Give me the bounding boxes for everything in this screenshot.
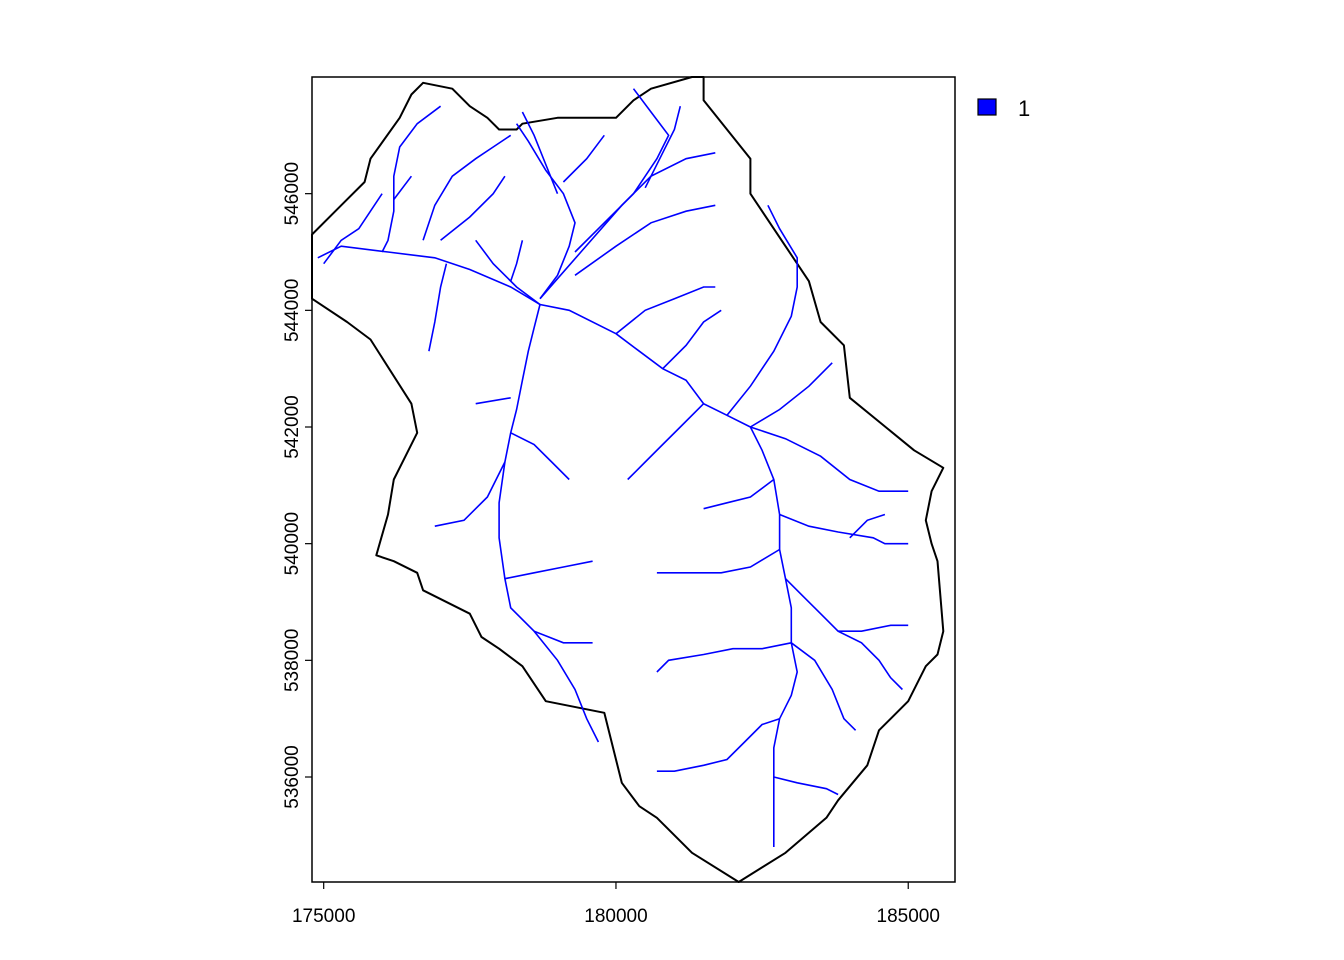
y-tick-label: 546000 xyxy=(282,162,303,225)
stream-segment-28 xyxy=(504,560,593,580)
stream-segment-3 xyxy=(393,175,413,200)
stream-segment-4 xyxy=(440,175,506,241)
y-tick-label: 542000 xyxy=(282,395,303,458)
stream-segment-13 xyxy=(539,152,716,300)
stream-segment-22 xyxy=(749,362,833,428)
x-tick-label: 175000 xyxy=(292,906,355,927)
legend-label: 1 xyxy=(1018,96,1030,121)
stream-segment-34 xyxy=(838,624,909,633)
stream-segment-27 xyxy=(475,397,511,405)
stream-segment-35 xyxy=(656,642,792,673)
stream-segment-26 xyxy=(434,461,506,527)
stream-segment-33 xyxy=(784,578,903,691)
y-tick-label: 544000 xyxy=(282,279,303,342)
stream-segment-32 xyxy=(656,548,781,574)
stream-segment-10 xyxy=(515,123,576,300)
legend: 1 xyxy=(977,96,1030,121)
stream-segment-24 xyxy=(703,478,775,510)
stream-segment-21 xyxy=(726,204,799,416)
plot-frame xyxy=(311,76,956,883)
stream-segment-2 xyxy=(381,105,442,253)
stream-segment-38 xyxy=(773,776,839,796)
stream-segment-5 xyxy=(422,134,512,241)
stream-segment-0 xyxy=(317,245,617,335)
axes: 175000 180000 185000 536000 538000 540000 5420… xyxy=(282,162,940,927)
stream-segment-25 xyxy=(510,432,570,481)
stream-segment-19 xyxy=(662,309,722,370)
y-tick-label: 536000 xyxy=(282,745,303,808)
stream-segment-30 xyxy=(779,513,909,545)
stream-network-layer xyxy=(317,88,909,847)
stream-segment-20 xyxy=(627,403,705,481)
stream-segment-8 xyxy=(498,304,600,743)
stream-segment-15 xyxy=(644,106,682,189)
stream-segment-14 xyxy=(574,88,670,253)
stream-segment-29 xyxy=(533,630,593,644)
stream-segment-31 xyxy=(849,513,886,539)
y-tick-label: 538000 xyxy=(282,629,303,692)
stream-segment-18 xyxy=(615,286,716,335)
legend-swatch xyxy=(977,98,997,116)
stream-segment-7 xyxy=(509,240,524,282)
stream-segment-12 xyxy=(562,134,605,183)
stream-segment-17 xyxy=(615,333,799,847)
stream-segment-36 xyxy=(790,642,857,731)
stream-segment-23 xyxy=(750,426,909,493)
x-tick-label: 185000 xyxy=(877,906,940,927)
stream-segment-1 xyxy=(323,193,383,265)
stream-segment-9 xyxy=(475,239,541,306)
stream-segment-6 xyxy=(428,263,448,352)
y-tick-label: 540000 xyxy=(282,512,303,575)
stream-segment-37 xyxy=(656,717,780,773)
stream-segment-11 xyxy=(521,111,559,194)
stream-segment-16 xyxy=(574,204,716,276)
x-tick-label: 180000 xyxy=(584,906,647,927)
